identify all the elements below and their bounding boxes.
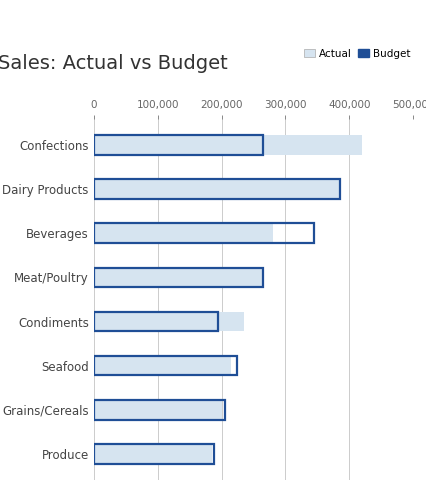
Bar <box>94 311 244 332</box>
Bar <box>94 444 212 464</box>
Bar <box>94 311 218 332</box>
Bar <box>94 135 263 155</box>
Bar <box>94 356 231 376</box>
Bar <box>94 179 340 199</box>
Bar <box>94 223 273 243</box>
Text: Sales: Actual vs Budget: Sales: Actual vs Budget <box>0 54 227 73</box>
Bar <box>94 223 314 243</box>
Legend: Actual, Budget: Actual, Budget <box>300 45 414 63</box>
Bar <box>94 135 362 155</box>
Bar <box>94 400 225 420</box>
Bar <box>94 356 238 376</box>
Bar <box>94 179 340 199</box>
Bar <box>94 400 222 420</box>
Bar <box>94 267 263 288</box>
Bar <box>94 267 263 288</box>
Bar <box>94 444 214 464</box>
